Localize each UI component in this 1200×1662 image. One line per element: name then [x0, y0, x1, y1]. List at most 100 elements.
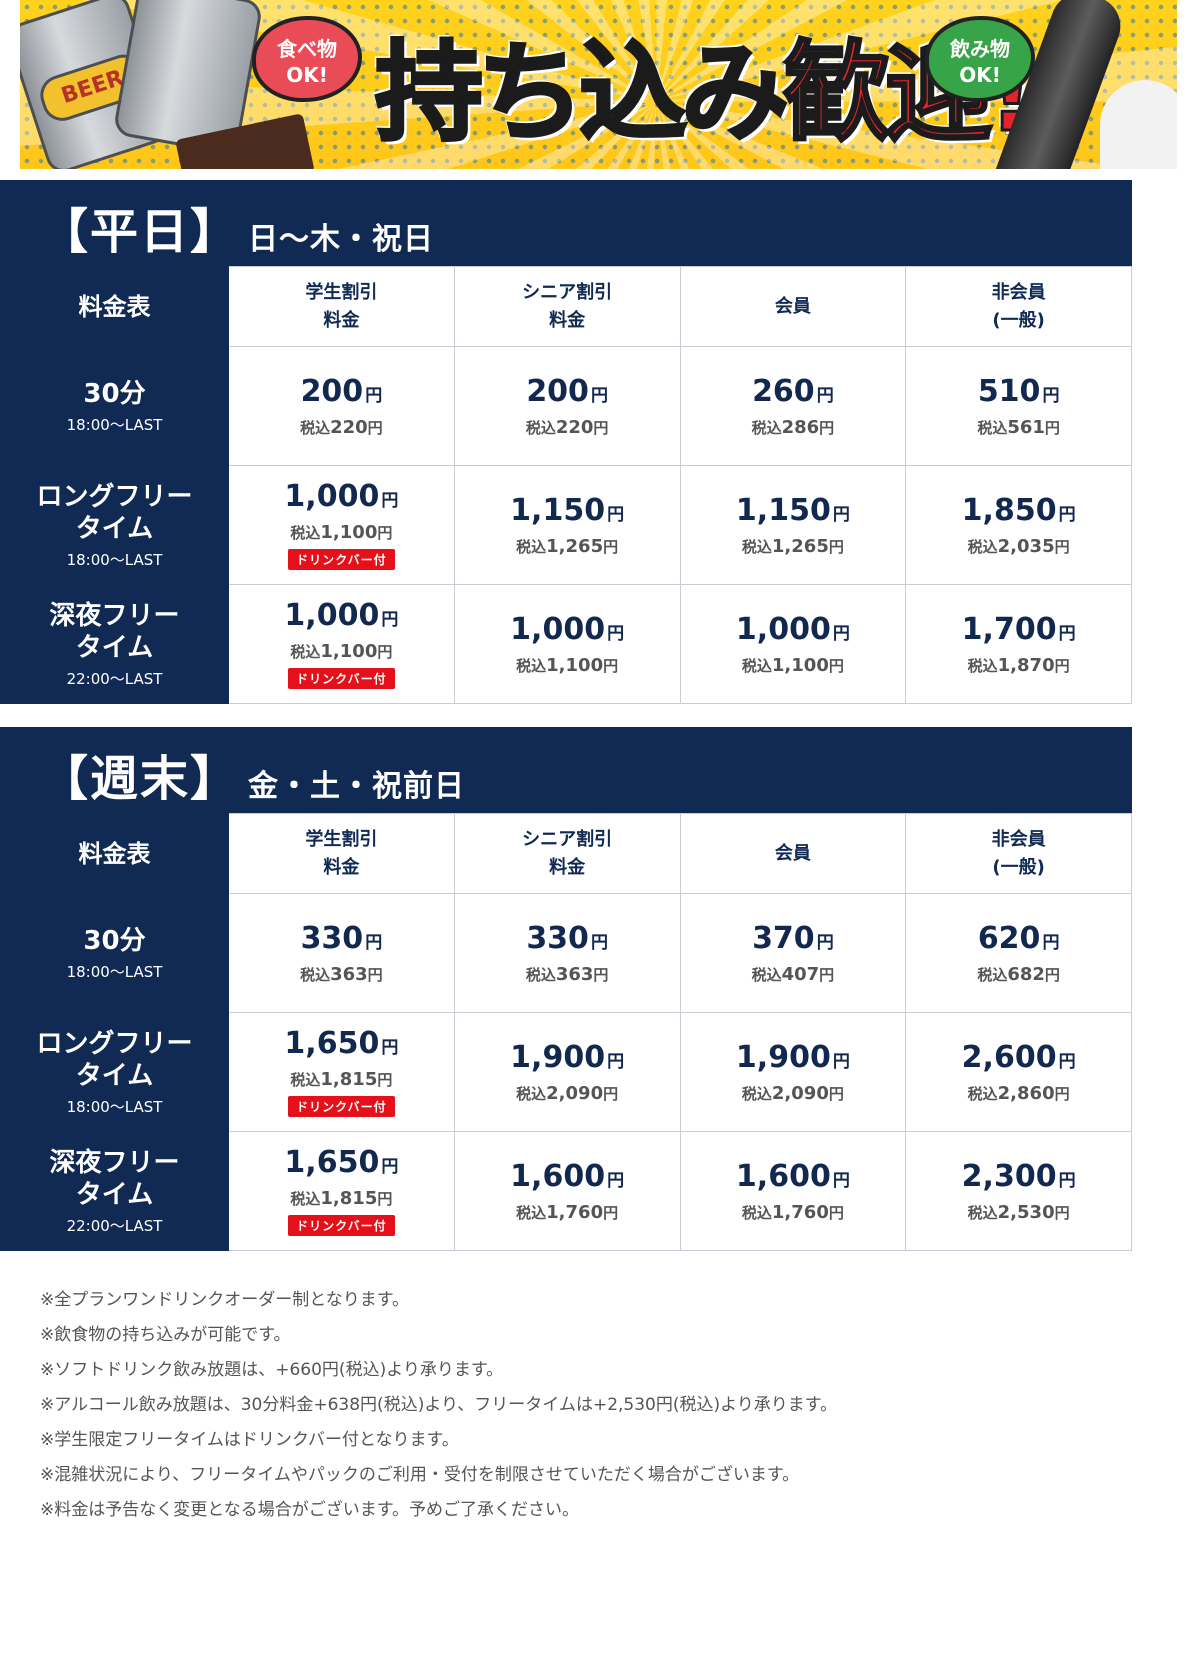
table-row: ロングフリー タイム 18:00〜LAST 1,650 円税込1,815円 ドリンクバー付… — [0, 1012, 1132, 1132]
price-tax-included: 税込363円 — [455, 964, 680, 985]
price-amount: 370 円 — [681, 920, 906, 960]
weekend-subtitle: 金・土・祝前日 — [248, 769, 465, 804]
yen-unit: 円 — [381, 610, 399, 630]
price-amount: 1,000 円 — [455, 612, 680, 651]
price-amount: 1,850 円 — [906, 492, 1131, 532]
tax-included-label: 税込 — [300, 965, 331, 984]
price-tax-included: 税込1,100円 — [455, 655, 680, 676]
yen-unit: 円 — [832, 623, 850, 644]
yen-unit: 円 — [590, 932, 608, 953]
price-cell: 1,850 円税込2,035円 — [905, 465, 1132, 585]
price-cell: 1,000 円税込1,100円 ドリンクバー付 — [228, 465, 455, 585]
yen-unit: 円 — [1044, 418, 1060, 437]
table-corner-label: 料金表 — [0, 813, 229, 894]
yen-unit: 円 — [1042, 385, 1060, 406]
yen-unit: 円 — [603, 1084, 619, 1103]
price-amount: 200 円 — [455, 374, 680, 413]
tax-included-label: 税込 — [516, 656, 547, 675]
tax-included-label: 税込 — [290, 1071, 321, 1089]
table-row: 深夜フリー タイム 22:00〜LAST 1,650 円税込1,815円 ドリンクバー付 1… — [0, 1131, 1132, 1251]
weekday-subtitle: 日〜木・祝日 — [248, 222, 434, 257]
price-tax-included: 税込2,530円 — [906, 1202, 1131, 1223]
price-amount: 1,600 円 — [681, 1159, 906, 1198]
yen-unit: 円 — [381, 491, 399, 511]
yen-unit: 円 — [603, 1203, 619, 1222]
price-cell: 1,650 円税込1,815円 ドリンクバー付 — [228, 1012, 455, 1132]
yen-unit: 円 — [607, 504, 625, 525]
price-tax-included: 税込1,100円 — [229, 641, 454, 662]
price-value: 1,150 — [735, 492, 831, 528]
yen-unit: 円 — [828, 537, 844, 556]
tax-included-label: 税込 — [516, 1203, 547, 1222]
price-value: 1,000 — [284, 598, 380, 633]
column-header-line1: 学生割引 — [305, 281, 378, 303]
headline-main: 持ち込み — [373, 30, 790, 158]
price-cell: 1,000 円税込1,100円 — [453, 584, 681, 704]
column-header-line2: (一般) — [992, 856, 1045, 878]
price-cell: 1,000 円税込1,100円 ドリンクバー付 — [228, 584, 455, 704]
yen-unit: 円 — [377, 1071, 393, 1089]
tax-included-label: 税込 — [300, 418, 331, 437]
price-amount: 1,700 円 — [906, 612, 1131, 651]
yen-unit: 円 — [828, 1084, 844, 1103]
price-value: 1,000 — [284, 479, 380, 514]
tax-included-label: 税込 — [967, 537, 998, 556]
price-amount: 1,000 円 — [229, 599, 454, 637]
tax-included-value: 1,265 — [771, 535, 829, 557]
table-row: 30分 18:00〜LAST 200 円税込220円 200 円税込220円 260 円税込2… — [0, 346, 1132, 466]
price-value: 2,300 — [961, 1158, 1057, 1194]
column-header-line1: 非会員 — [991, 828, 1046, 850]
food-ok-bubble: 食べ物 OK! — [252, 16, 362, 102]
weekday-title: 【平日】 — [40, 204, 241, 260]
price-value: 1,650 — [284, 1145, 380, 1180]
price-value: 200 — [300, 373, 364, 409]
price-amount: 510 円 — [906, 374, 1131, 413]
price-cell: 1,600 円税込1,760円 — [679, 1131, 907, 1251]
price-tax-included: 税込561円 — [906, 417, 1131, 438]
yen-unit: 円 — [1058, 504, 1076, 525]
price-tax-included: 税込1,100円 — [229, 522, 454, 543]
yen-unit: 円 — [381, 1038, 399, 1058]
price-cell: 1,900 円税込2,090円 — [679, 1012, 907, 1132]
price-cell: 1,900 円税込2,090円 — [453, 1012, 681, 1132]
price-tax-included: 税込2,090円 — [455, 1083, 680, 1104]
note-item: ※飲食物の持ち込みが可能です。 — [40, 1325, 291, 1345]
drink-bar-badge: ドリンクバー付 — [288, 549, 395, 570]
plan-name-line1: ロングフリー — [36, 1028, 193, 1059]
tax-included-value: 1,760 — [546, 1201, 604, 1223]
tax-included-value: 286 — [781, 416, 820, 438]
yen-unit: 円 — [819, 965, 835, 984]
price-tax-included: 税込2,860円 — [906, 1083, 1131, 1104]
note-item: ※アルコール飲み放題は、30分料金+638円(税込)より、フリータイムは+2,5… — [40, 1395, 838, 1415]
table-header-row: 料金表 学生割引 料金 シニア割引 料金 会員 非会員 (一般) — [0, 813, 1132, 894]
notes-list: ※全プランワンドリンクオーダー制となります。 ※飲食物の持ち込みが可能です。 ※ソフ… — [40, 1283, 1140, 1528]
tax-included-value: 1,760 — [771, 1201, 829, 1223]
tax-included-value: 2,860 — [997, 1082, 1055, 1104]
yen-unit: 円 — [828, 1203, 844, 1222]
price-amount: 1,900 円 — [681, 1040, 906, 1079]
tax-included-label: 税込 — [741, 1084, 772, 1103]
price-value: 1,850 — [961, 492, 1057, 528]
price-cell: 1,150 円税込1,265円 — [453, 465, 681, 585]
column-header: 会員 — [679, 813, 907, 894]
price-cell: 1,650 円税込1,815円 ドリンクバー付 — [228, 1131, 455, 1251]
row-plan-header: ロングフリー タイム 18:00〜LAST — [0, 1012, 229, 1132]
yen-unit: 円 — [377, 1190, 393, 1208]
tax-included-value: 2,090 — [771, 1082, 829, 1104]
tax-included-value: 2,530 — [997, 1201, 1055, 1223]
tax-included-label: 税込 — [290, 524, 321, 542]
price-cell: 330 円税込363円 — [228, 893, 455, 1013]
drink-bar-badge-wrap: ドリンクバー付 — [229, 1209, 454, 1236]
price-value: 370 — [752, 920, 815, 956]
weekend-title: 【週末】 — [40, 751, 241, 807]
price-tax-included: 税込2,090円 — [681, 1083, 906, 1104]
yen-unit: 円 — [832, 1051, 850, 1072]
promo-banner: BEER 食べ物 OK! 持ち込み歓迎! 飲み物 OK! — [20, 0, 1177, 169]
drink-ok-bubble: 飲み物 OK! — [925, 16, 1035, 102]
price-cell: 2,600 円税込2,860円 — [905, 1012, 1132, 1132]
price-value: 620 — [977, 920, 1041, 956]
tax-included-value: 220 — [555, 416, 594, 438]
price-value: 2,600 — [961, 1039, 1057, 1075]
price-value: 1,150 — [510, 492, 606, 528]
price-value: 1,900 — [510, 1039, 606, 1075]
